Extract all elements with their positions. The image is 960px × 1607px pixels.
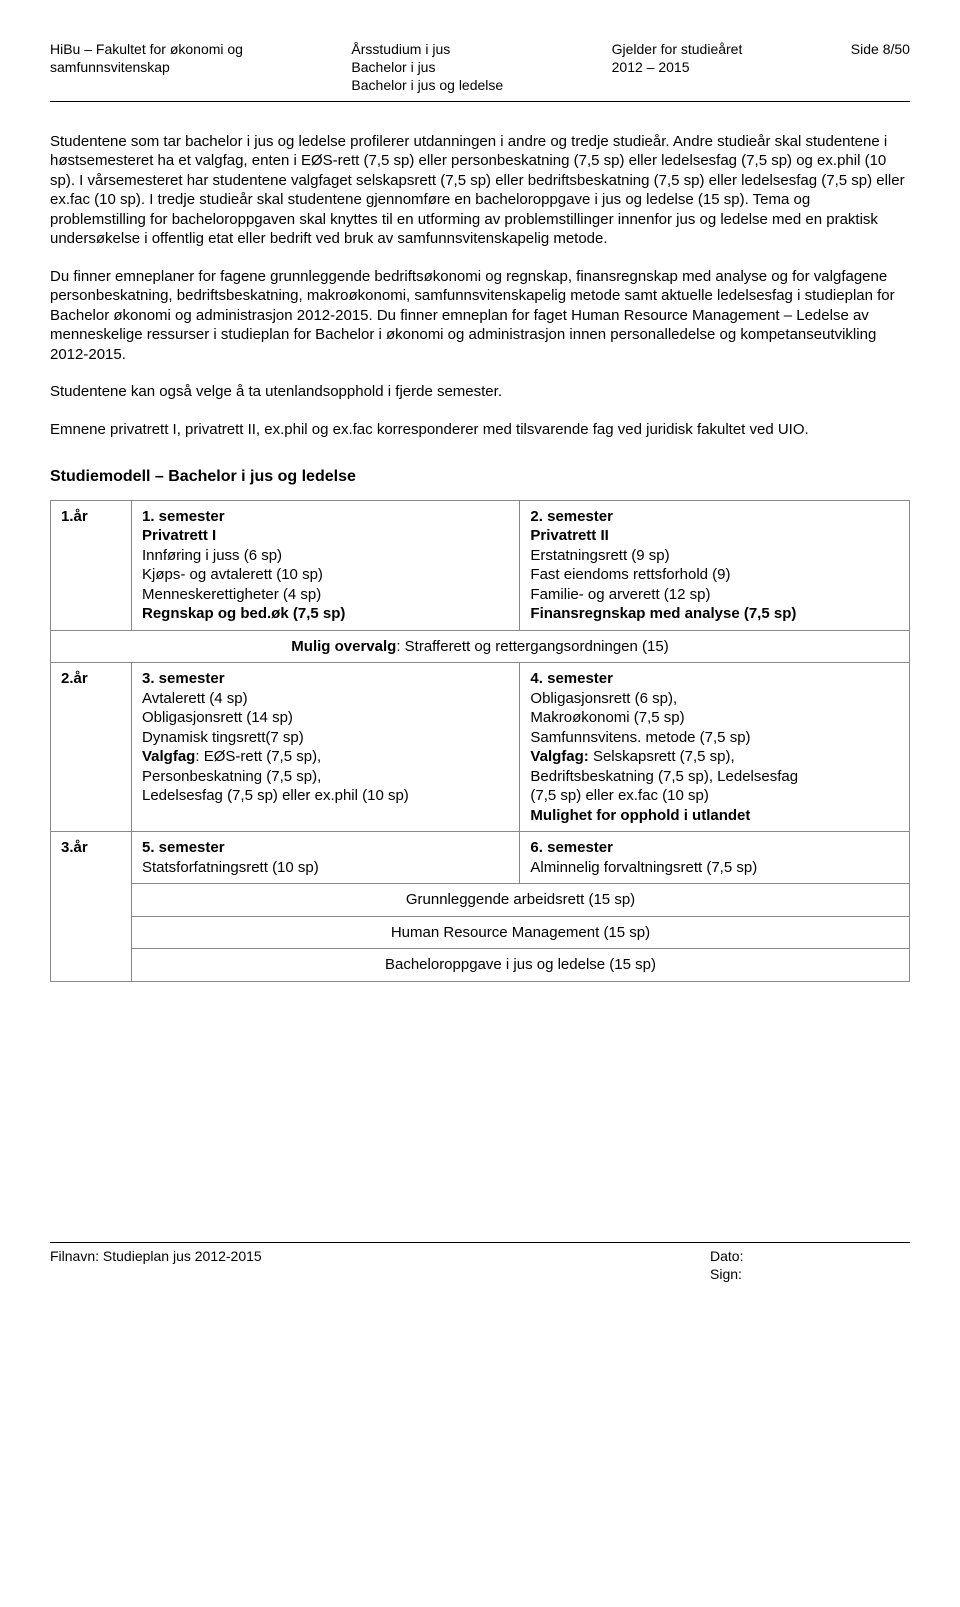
table-row: Human Resource Management (15 sp) — [51, 916, 910, 949]
sem4-l7: Mulighet for opphold i utlandet — [530, 806, 899, 826]
sem3-l2: Obligasjonsrett (14 sp) — [142, 708, 509, 728]
sem4-l2: Makroøkonomi (7,5 sp) — [530, 708, 899, 728]
sem4-title: 4. semester — [530, 669, 899, 689]
sem4-l6: (7,5 sp) eller ex.fac (10 sp) — [530, 786, 899, 806]
table-row: 3.år 5. semester Statsforfatningsrett (1… — [51, 832, 910, 884]
header-right-line2: 2012 – 2015 — [612, 58, 743, 76]
header-page-num: Side 8/50 — [851, 40, 910, 58]
sem5-title: 5. semester — [142, 838, 509, 858]
semester-6-cell: 6. semester Alminnelig forvaltningsrett … — [520, 832, 910, 884]
semester-5-cell: 5. semester Statsforfatningsrett (10 sp) — [132, 832, 520, 884]
year1-label: 1.år — [51, 500, 132, 630]
footer-left: Filnavn: Studieplan jus 2012-2015 — [50, 1247, 262, 1283]
sem4-l1: Obligasjonsrett (6 sp), — [530, 689, 899, 709]
header-page: Side 8/50 — [851, 40, 910, 95]
footer-date: Dato: — [710, 1247, 910, 1265]
table-row: 2.år 3. semester Avtalerett (4 sp) Oblig… — [51, 663, 910, 832]
paragraph-1: Studentene som tar bachelor i jus og led… — [50, 132, 910, 249]
footer-sign: Sign: — [710, 1265, 910, 1283]
semester-2-cell: 2. semester Privatrett II Erstatningsret… — [520, 500, 910, 630]
sem1-l2: Innføring i juss (6 sp) — [142, 546, 509, 566]
footer-right: Dato: Sign: — [710, 1247, 910, 1283]
header-right: Gjelder for studieåret 2012 – 2015 — [612, 40, 743, 95]
row-hrm: Human Resource Management (15 sp) — [132, 916, 910, 949]
header-mid-line2: Bachelor i jus — [351, 58, 503, 76]
sem4-l3: Samfunnsvitens. metode (7,5 sp) — [530, 728, 899, 748]
sem2-l1: Privatrett II — [530, 526, 899, 546]
sem4-l5: Bedriftsbeskatning (7,5 sp), Ledelsesfag — [530, 767, 899, 787]
year2-label: 2.år — [51, 663, 132, 832]
sem1-l5: Regnskap og bed.øk (7,5 sp) — [142, 604, 509, 624]
header-left-line2: samfunnsvitenskap — [50, 58, 243, 76]
page-footer: Filnavn: Studieplan jus 2012-2015 Dato: … — [50, 1242, 910, 1283]
table-row: Bacheloroppgave i jus og ledelse (15 sp) — [51, 949, 910, 982]
section-title: Studiemodell – Bachelor i jus og ledelse — [50, 467, 910, 488]
sem3-l4: Valgfag: EØS-rett (7,5 sp), — [142, 747, 509, 767]
sem2-title: 2. semester — [530, 507, 899, 527]
table-row: 1.år 1. semester Privatrett I Innføring … — [51, 500, 910, 630]
semester-3-cell: 3. semester Avtalerett (4 sp) Obligasjon… — [132, 663, 520, 832]
sem6-title: 6. semester — [530, 838, 899, 858]
row-bacheloroppgave: Bacheloroppgave i jus og ledelse (15 sp) — [132, 949, 910, 982]
sem3-l4b: : EØS-rett (7,5 sp), — [195, 748, 321, 765]
header-mid-line3: Bachelor i jus og ledelse — [351, 76, 503, 94]
sem4-l4b: Selskapsrett (7,5 sp), — [589, 748, 735, 765]
overvalg-row: Mulig overvalg: Strafferett og rettergan… — [51, 630, 910, 663]
sem5-l1: Statsforfatningsrett (10 sp) — [142, 858, 509, 878]
sem3-l6: Ledelsesfag (7,5 sp) eller ex.phil (10 s… — [142, 786, 509, 806]
sem1-l4: Menneskerettigheter (4 sp) — [142, 585, 509, 605]
sem1-title: 1. semester — [142, 507, 509, 527]
header-mid: Årsstudium i jus Bachelor i jus Bachelor… — [351, 40, 503, 95]
header-left-line1: HiBu – Fakultet for økonomi og — [50, 40, 243, 58]
paragraph-3: Studentene kan også velge å ta utenlands… — [50, 382, 910, 402]
sem2-l3: Fast eiendoms rettsforhold (9) — [530, 565, 899, 585]
header-right-line1: Gjelder for studieåret — [612, 40, 743, 58]
sem3-l3: Dynamisk tingsrett(7 sp) — [142, 728, 509, 748]
table-row: Mulig overvalg: Strafferett og rettergan… — [51, 630, 910, 663]
sem2-l4: Familie- og arverett (12 sp) — [530, 585, 899, 605]
sem3-l5: Personbeskatning (7,5 sp), — [142, 767, 509, 787]
year3-label: 3.år — [51, 832, 132, 982]
sem1-l3: Kjøps- og avtalerett (10 sp) — [142, 565, 509, 585]
paragraph-4: Emnene privatrett I, privatrett II, ex.p… — [50, 420, 910, 440]
paragraph-2: Du finner emneplaner for fagene grunnleg… — [50, 267, 910, 365]
overvalg-label: Mulig overvalg — [291, 638, 396, 655]
sem1-l1: Privatrett I — [142, 526, 509, 546]
header-left: HiBu – Fakultet for økonomi og samfunnsv… — [50, 40, 243, 95]
sem3-l4a: Valgfag — [142, 748, 195, 765]
sem3-l1: Avtalerett (4 sp) — [142, 689, 509, 709]
sem4-l4: Valgfag: Selskapsrett (7,5 sp), — [530, 747, 899, 767]
semester-4-cell: 4. semester Obligasjonsrett (6 sp), Makr… — [520, 663, 910, 832]
sem3-title: 3. semester — [142, 669, 509, 689]
sem2-l2: Erstatningsrett (9 sp) — [530, 546, 899, 566]
semester-1-cell: 1. semester Privatrett I Innføring i jus… — [132, 500, 520, 630]
table-row: Grunnleggende arbeidsrett (15 sp) — [51, 884, 910, 917]
sem4-l4a: Valgfag: — [530, 748, 588, 765]
sem2-l5: Finansregnskap med analyse (7,5 sp) — [530, 604, 899, 624]
overvalg-text: : Strafferett og rettergangsordningen (1… — [396, 638, 668, 655]
header-divider — [50, 101, 910, 102]
row-arbeidsrett: Grunnleggende arbeidsrett (15 sp) — [132, 884, 910, 917]
sem6-l1: Alminnelig forvaltningsrett (7,5 sp) — [530, 858, 899, 878]
study-model-table: 1.år 1. semester Privatrett I Innføring … — [50, 500, 910, 982]
header-mid-line1: Årsstudium i jus — [351, 40, 503, 58]
page-header: HiBu – Fakultet for økonomi og samfunnsv… — [50, 40, 910, 95]
